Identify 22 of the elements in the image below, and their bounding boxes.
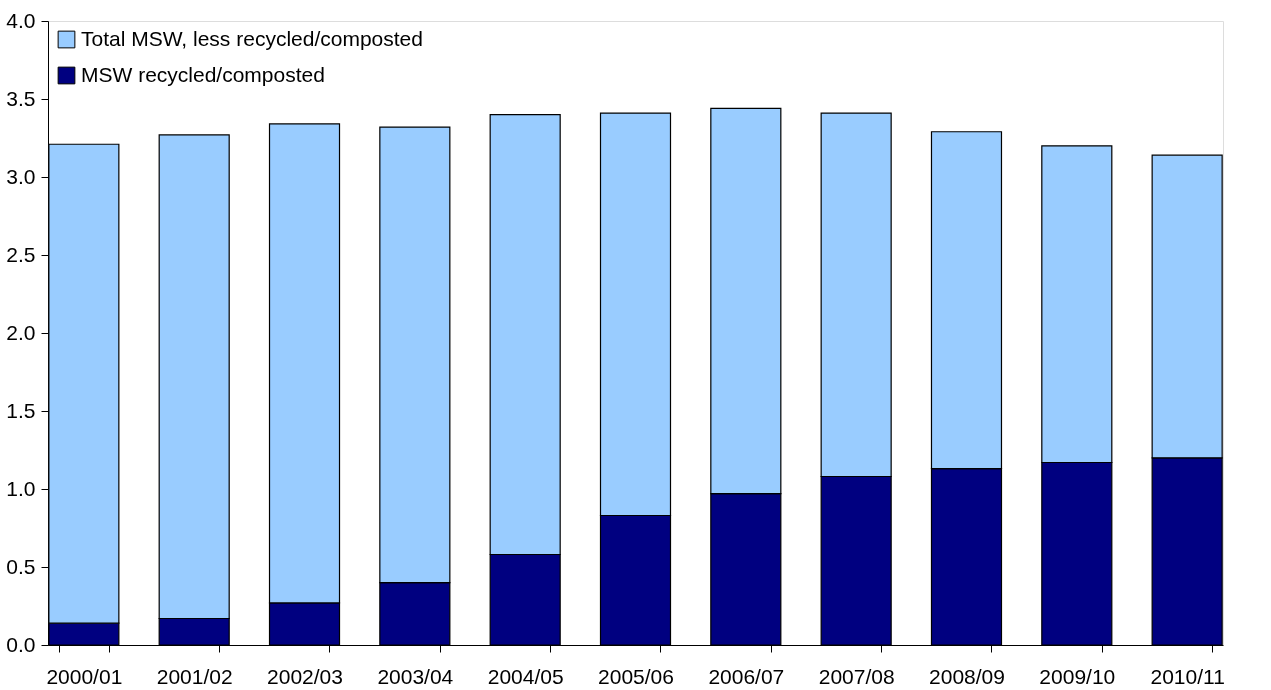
legend-label: MSW recycled/composted	[81, 62, 325, 86]
x-tick-label: 2007/08	[818, 664, 895, 688]
x-tick-label: 2004/05	[487, 664, 564, 688]
x-tick-label: 2008/09	[929, 664, 1005, 688]
x-tick-label: 2003/04	[377, 664, 454, 688]
x-tick-label: 2001/02	[156, 664, 233, 688]
y-tick-label: 2.5	[6, 242, 36, 266]
x-tick-label: 2000/01	[46, 664, 123, 688]
legend-label: Total MSW, less recycled/composted	[81, 26, 423, 50]
y-tick-label: 0.5	[6, 554, 36, 578]
x-tick-label: 2006/07	[708, 664, 785, 688]
x-tick-label: 2010/11	[1150, 664, 1225, 688]
y-tick-label: 3.0	[6, 164, 36, 188]
x-tick-label: 2009/10	[1039, 664, 1116, 688]
y-tick-label: 3.5	[6, 86, 36, 110]
x-tick-label: 2002/03	[267, 664, 343, 688]
y-tick-label: 4.0	[6, 8, 36, 32]
y-tick-label: 0.0	[6, 632, 36, 656]
y-tick-label: 1.0	[6, 476, 36, 500]
x-tick-label: 2005/06	[598, 664, 674, 688]
y-tick-label: 2.0	[6, 320, 36, 344]
y-tick-label: 1.5	[6, 398, 36, 422]
